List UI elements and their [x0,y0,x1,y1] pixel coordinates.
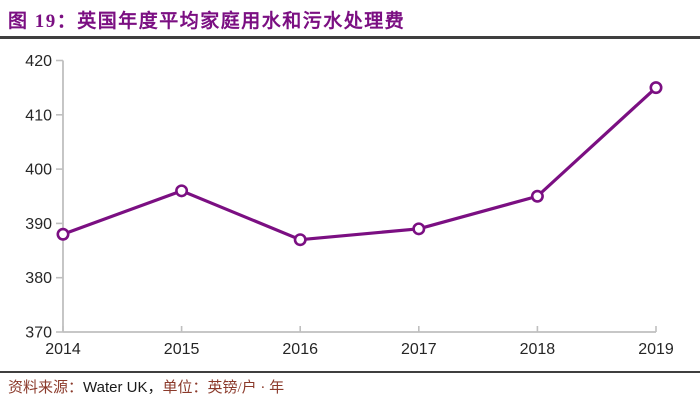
y-axis-tick-label: 380 [25,270,52,287]
x-axis-tick-label: 2018 [520,341,556,358]
x-axis-tick-label: 2019 [638,341,674,358]
source-label: 资料来源： [8,380,84,396]
y-axis-tick-label: 390 [25,216,52,233]
x-axis-tick-label: 2016 [282,341,318,358]
data-point-marker [649,81,663,95]
data-point-marker [175,184,189,198]
source-value: Water UK [83,379,148,396]
source-separator: ， [147,379,163,396]
figure-title-text: 英国年度平均家庭用水和污水处理费 [77,11,406,32]
footer-divider [0,371,700,373]
line-chart: 370 380 390 400 410 420 2014 2015 2016 2017 2018 20… [25,53,674,358]
x-axis-tick-label: 2014 [45,341,81,358]
data-point-marker [293,233,307,247]
series-line [61,86,658,242]
y-axis-tick-label: 400 [25,162,52,179]
unit-label: 单位： [162,380,208,396]
figure-number-label: 图 19： [8,11,78,32]
header-divider [0,36,700,39]
y-axis-tick-label: 410 [25,107,52,124]
data-point-marker [530,189,544,203]
data-point-marker [56,227,70,241]
unit-value: 英镑/户 · 年 [207,380,285,396]
y-axis-tick-label: 370 [25,325,52,342]
source-note: 资料来源：Water UK，单位：英镑/户 · 年 [8,377,698,399]
x-axis-tick-label: 2015 [164,341,200,358]
data-point-marker [412,222,426,236]
y-axis-tick-label: 420 [25,53,52,70]
x-axis-tick-label: 2017 [401,341,437,358]
figure-title: 图 19：英国年度平均家庭用水和污水处理费 [8,6,698,33]
